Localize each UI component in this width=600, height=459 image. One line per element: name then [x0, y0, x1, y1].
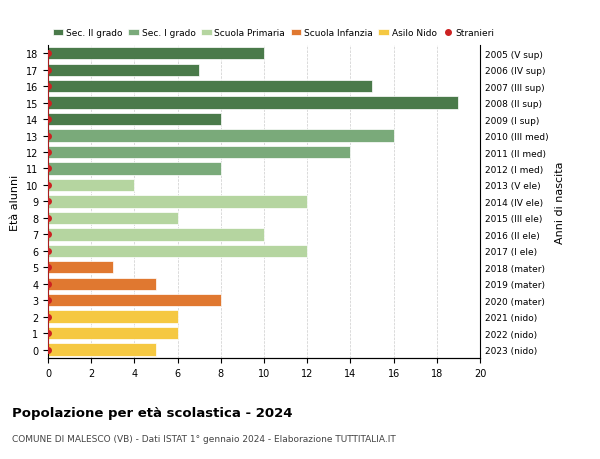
Bar [48, 64, 199, 77]
Bar [48, 97, 458, 110]
Bar [48, 212, 178, 224]
Bar [48, 179, 134, 192]
Bar [48, 146, 350, 159]
Bar [48, 245, 307, 257]
Bar [48, 278, 156, 290]
Bar [48, 311, 178, 323]
Bar [48, 130, 394, 142]
Bar [48, 229, 264, 241]
Bar [48, 48, 264, 60]
Legend: Sec. II grado, Sec. I grado, Scuola Primaria, Scuola Infanzia, Asilo Nido, Stran: Sec. II grado, Sec. I grado, Scuola Prim… [53, 29, 495, 38]
Bar [48, 196, 307, 208]
Bar [48, 327, 178, 340]
Bar [48, 294, 221, 307]
Text: COMUNE DI MALESCO (VB) - Dati ISTAT 1° gennaio 2024 - Elaborazione TUTTITALIA.IT: COMUNE DI MALESCO (VB) - Dati ISTAT 1° g… [12, 434, 396, 443]
Y-axis label: Anni di nascita: Anni di nascita [556, 161, 565, 243]
Bar [48, 81, 372, 93]
Y-axis label: Età alunni: Età alunni [10, 174, 20, 230]
Bar [48, 114, 221, 126]
Text: Popolazione per età scolastica - 2024: Popolazione per età scolastica - 2024 [12, 406, 293, 419]
Bar [48, 344, 156, 356]
Bar [48, 163, 221, 175]
Bar [48, 262, 113, 274]
